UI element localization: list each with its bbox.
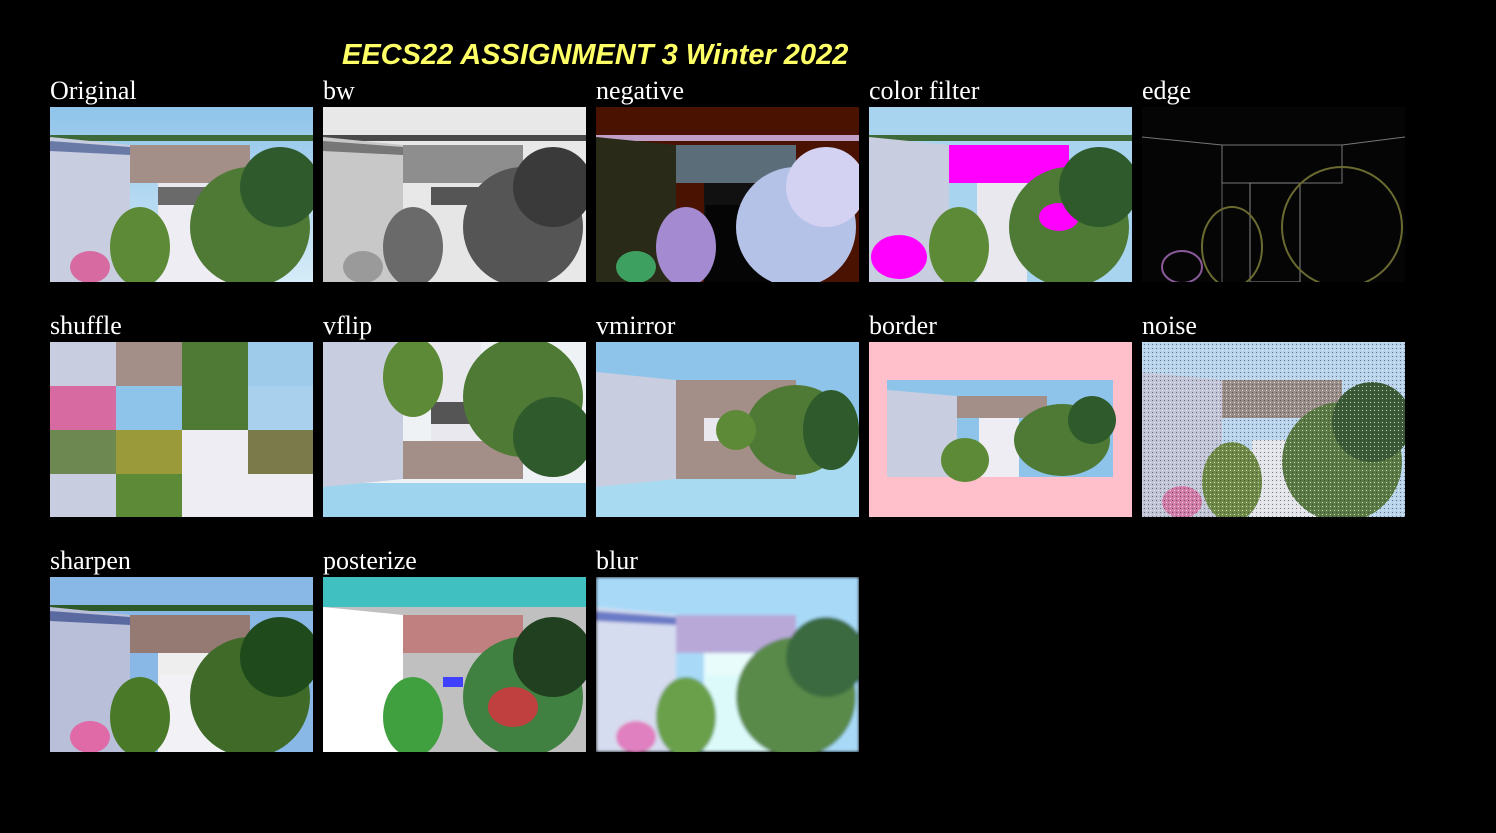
image-border xyxy=(869,342,1132,517)
image-cell-original: Original xyxy=(50,77,313,282)
image-color-filter xyxy=(869,107,1132,282)
image-cell-sharpen: sharpen xyxy=(50,547,313,752)
image-label-blur: blur xyxy=(596,546,638,575)
image-original xyxy=(50,107,313,282)
image-cell-border: border xyxy=(869,312,1132,517)
image-cell-vmirror: vmirror xyxy=(596,312,859,517)
image-negative xyxy=(596,107,859,282)
image-label-border: border xyxy=(869,311,937,340)
image-bw xyxy=(323,107,586,282)
image-label-noise: noise xyxy=(1142,311,1197,340)
image-cell-shuffle: shuffle xyxy=(50,312,313,517)
image-label-original: Original xyxy=(50,76,137,105)
image-label-sharpen: sharpen xyxy=(50,546,131,575)
page-title: EECS22 ASSIGNMENT 3 Winter 2022 xyxy=(342,39,849,71)
image-cell-noise: noise xyxy=(1142,312,1405,517)
image-cell-edge: edge xyxy=(1142,77,1405,282)
image-label-vmirror: vmirror xyxy=(596,311,676,340)
image-edge xyxy=(1142,107,1405,282)
image-cell-color-filter: color filter xyxy=(869,77,1132,282)
image-label-vflip: vflip xyxy=(323,311,373,340)
image-sharpen xyxy=(50,577,313,752)
image-label-posterize: posterize xyxy=(323,546,417,575)
image-cell-negative: negative xyxy=(596,77,859,282)
image-label-negative: negative xyxy=(596,76,685,105)
image-posterize xyxy=(323,577,586,752)
image-vflip xyxy=(323,342,586,517)
image-shuffle xyxy=(50,342,313,517)
image-cell-bw: bw xyxy=(323,77,586,282)
image-blur xyxy=(596,577,859,752)
image-cell-vflip: vflip xyxy=(323,312,586,517)
image-noise xyxy=(1142,342,1405,517)
image-label-color-filter: color filter xyxy=(869,76,980,105)
image-cell-blur: blur xyxy=(596,547,859,752)
image-label-edge: edge xyxy=(1142,76,1192,105)
image-label-shuffle: shuffle xyxy=(50,311,122,340)
image-cell-posterize: posterize xyxy=(323,547,586,752)
image-label-bw: bw xyxy=(323,76,355,105)
image-vmirror xyxy=(596,342,859,517)
